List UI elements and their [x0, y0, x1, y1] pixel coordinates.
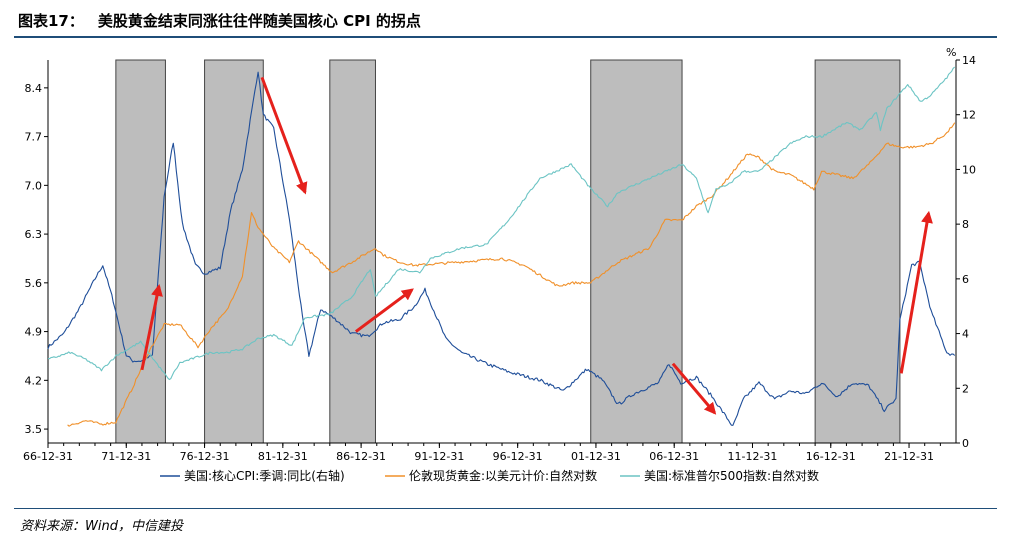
trend-arrows [140, 76, 933, 415]
y-left-tick-label: 7.0 [25, 179, 43, 192]
trend-arrow-4 [671, 362, 717, 415]
y-left-tick-label: 4.2 [25, 374, 43, 387]
x-tick-label: 11-12-31 [728, 450, 778, 463]
chart-svg: 3.5 4.2 4.9 5.6 6.3 7.0 7.7 8.4 0 2 4 6 8 10 12 14% 66-1… [23, 46, 976, 483]
figure-label: 图表17： [18, 11, 84, 30]
title-divider [14, 36, 997, 38]
trend-arrow-2 [260, 76, 308, 195]
shaded-period-5 [814, 59, 901, 444]
legend-label-1: 美国:核心CPI:季调:同比(右轴) [184, 468, 345, 483]
series-line-1 [47, 71, 956, 426]
shaded-period-1 [115, 59, 166, 444]
trend-arrow-5 [899, 210, 933, 374]
y-right-tick-label: 2 [962, 382, 969, 395]
x-tick-label: 76-12-31 [180, 450, 230, 463]
legend-label-3: 美国:标准普尔500指数:自然对数 [644, 468, 819, 483]
y-right-tick-label: 0 [962, 437, 969, 450]
x-tick-label: 21-12-31 [884, 450, 934, 463]
y-right-unit: % [946, 46, 956, 59]
legend: 美国:核心CPI:季调:同比(右轴) 伦敦现货黄金:以美元计价:自然对数 美国:标准… [160, 468, 819, 483]
y-left-tick-label: 6.3 [25, 228, 43, 241]
x-tick-label: 66-12-31 [23, 450, 73, 463]
y-right-tick-label: 4 [962, 328, 969, 341]
series-line-2 [67, 122, 956, 427]
axes: 3.5 4.2 4.9 5.6 6.3 7.0 7.7 8.4 0 2 4 6 8 10 12 14% 66-1… [23, 46, 976, 463]
legend-label-2: 伦敦现货黄金:以美元计价:自然对数 [409, 468, 597, 483]
x-tick-label: 96-12-31 [493, 450, 543, 463]
shaded-period-2 [204, 59, 264, 444]
y-left-tick-label: 5.6 [25, 277, 43, 290]
y-left-tick-label: 3.5 [25, 423, 43, 436]
x-tick-label: 91-12-31 [414, 450, 464, 463]
shaded-periods [115, 59, 901, 444]
y-left-tick-label: 7.7 [25, 131, 43, 144]
shaded-period-4 [590, 59, 683, 444]
x-tick-label: 06-12-31 [649, 450, 699, 463]
y-right-tick-label: 14 [962, 54, 976, 67]
y-right-tick-label: 8 [962, 218, 969, 231]
source-note: 资料来源：Wind，中信建投 [20, 519, 183, 534]
x-tick-label: 86-12-31 [336, 450, 386, 463]
x-tick-label: 71-12-31 [101, 450, 151, 463]
source-divider [14, 508, 997, 509]
y-left-tick-label: 8.4 [25, 82, 43, 95]
y-left-tick-label: 4.9 [25, 326, 43, 339]
chart-title: 美股黄金结束同涨往往伴随美国核心 CPI 的拐点 [97, 11, 421, 30]
trend-arrow-3 [355, 288, 414, 333]
y-right-tick-label: 12 [962, 109, 976, 122]
x-tick-label: 01-12-31 [571, 450, 621, 463]
y-right-tick-label: 6 [962, 273, 969, 286]
chart-header: 图表17： 美股黄金结束同涨往往伴随美国核心 CPI 的拐点 [18, 8, 421, 32]
x-tick-label: 81-12-31 [258, 450, 308, 463]
x-tick-label: 16-12-31 [806, 450, 856, 463]
series-line-3 [47, 66, 956, 381]
trend-arrow-1 [140, 283, 163, 371]
series-lines [47, 66, 956, 427]
y-right-tick-label: 10 [962, 163, 976, 176]
